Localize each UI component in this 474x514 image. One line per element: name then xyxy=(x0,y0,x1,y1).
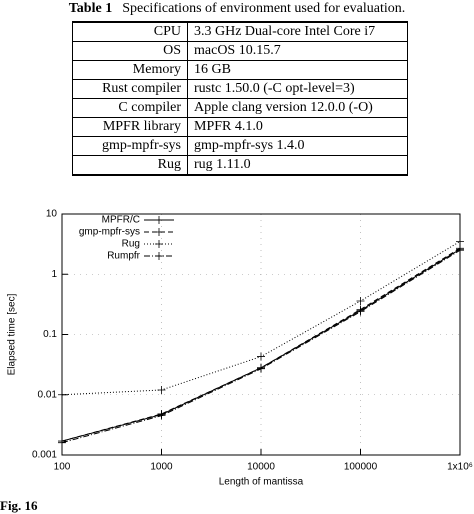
point-marker xyxy=(456,237,464,246)
spec-value: rustc 1.50.0 (-C opt-level=3) xyxy=(187,79,408,99)
point-marker xyxy=(356,296,365,305)
spec-key: C compiler xyxy=(72,98,188,118)
table-row: Rust compiler rustc 1.50.0 (-C opt-level=… xyxy=(72,79,408,99)
table-row: Rug rug 1.11.0 xyxy=(72,155,408,176)
point-marker xyxy=(58,390,66,399)
x-tick-label: 100000 xyxy=(344,462,378,473)
legend-label: Rug xyxy=(122,239,140,250)
y-tick-label: 10 xyxy=(46,209,58,220)
x-tick-label: 10000 xyxy=(247,462,275,473)
plot-frame xyxy=(61,213,461,456)
legend-marker xyxy=(155,252,163,260)
table-row: CPU 3.3 GHz Dual-core Intel Core i7 xyxy=(72,21,408,42)
y-tick-label: 1 xyxy=(51,269,57,280)
spec-value: 3.3 GHz Dual-core Intel Core i7 xyxy=(187,21,408,42)
point-marker xyxy=(157,411,166,420)
legend-label: MPFR/C xyxy=(102,215,140,226)
table-label: Table 1 xyxy=(68,1,113,16)
y-tick-label: 0.1 xyxy=(43,329,57,340)
x-tick-label: 100 xyxy=(54,462,71,473)
point-marker xyxy=(58,438,66,447)
point-marker xyxy=(257,352,265,361)
spec-table: CPU 3.3 GHz Dual-core Intel Core i7 OS macO… xyxy=(72,21,408,176)
x-tick-label: 1x10⁶ xyxy=(447,462,473,473)
spec-key: gmp-mpfr-sys xyxy=(72,136,188,156)
x-axis-label: Length of mantissa xyxy=(219,477,304,488)
spec-value: Apple clang version 12.0.0 (-O) xyxy=(187,98,408,118)
point-marker xyxy=(157,385,166,394)
spec-value: rug 1.11.0 xyxy=(187,155,408,176)
y-tick-label: 0.01 xyxy=(38,389,58,400)
figure-caption: Fig. 16 xyxy=(0,498,38,513)
point-marker xyxy=(456,246,464,255)
spec-key: Rug xyxy=(72,155,188,176)
legend-label: Rumpfr xyxy=(107,251,140,262)
table-row: gmp-mpfr-sys gmp-mpfr-sys 1.4.0 xyxy=(72,136,408,156)
table-caption: Table 1 Specifications of environment use… xyxy=(0,0,474,18)
chart: 0.001 0.01 0.1 1 10 100 1000 10000 100000 1x10⁶ Le… xyxy=(7,209,473,488)
legend-label: gmp-mpfr-sys xyxy=(79,227,140,238)
x-tick-label: 1000 xyxy=(150,462,173,473)
y-axis-label: Elapsed time [sec] xyxy=(7,293,18,375)
y-tick-label: 0.001 xyxy=(32,450,57,461)
legend-marker xyxy=(155,216,163,224)
point-marker xyxy=(356,307,365,316)
legend-marker xyxy=(155,240,163,248)
spec-value: gmp-mpfr-sys 1.4.0 xyxy=(187,136,408,156)
caption-text: Specifications of environment used for e… xyxy=(122,1,406,16)
table-row: C compiler Apple clang version 12.0.0 (-O… xyxy=(72,98,408,118)
point-marker xyxy=(257,364,265,373)
legend-marker xyxy=(155,228,163,236)
